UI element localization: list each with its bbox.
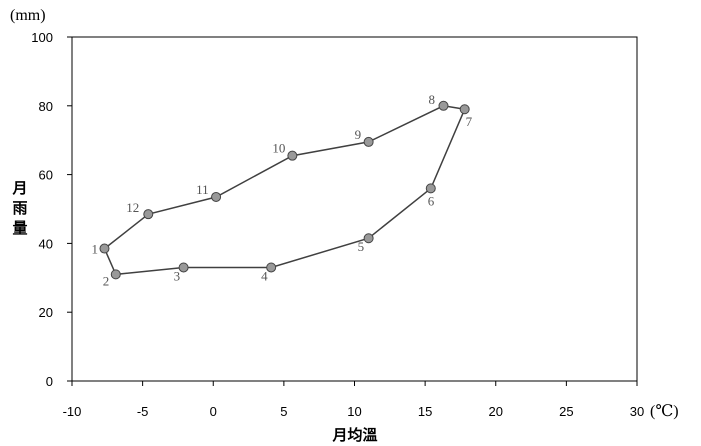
data-point — [211, 191, 222, 202]
month-label: 11 — [196, 182, 209, 197]
climate-loop-line — [103, 105, 466, 276]
y-tick-label: 0 — [46, 374, 53, 389]
x-axis-ticks: -10 -5 0 5 10 15 20 25 30 — [63, 381, 644, 419]
month-label: 7 — [466, 114, 473, 129]
data-point — [459, 104, 470, 115]
month-label: 9 — [355, 127, 362, 142]
data-point — [438, 100, 449, 111]
x-tick-label: 20 — [489, 404, 503, 419]
data-point — [99, 243, 110, 254]
y-tick-label: 60 — [39, 168, 53, 183]
data-point — [363, 136, 374, 147]
x-tick-label: 10 — [347, 404, 361, 419]
month-label: 6 — [428, 193, 435, 208]
month-label: 12 — [126, 200, 139, 215]
y-axis-title-char: 月 — [11, 180, 27, 197]
x-axis-unit: (℃) — [650, 403, 679, 420]
data-point — [287, 150, 298, 161]
month-label: 3 — [174, 268, 181, 283]
x-tick-label: 5 — [280, 404, 287, 419]
y-axis-title: 月雨量 — [11, 180, 27, 237]
x-tick-label: 0 — [210, 404, 217, 419]
y-tick-label: 40 — [39, 236, 53, 251]
x-axis-title: 月均溫 — [331, 426, 377, 444]
month-label: 1 — [91, 242, 98, 257]
data-point — [110, 269, 121, 280]
y-tick-label: 100 — [31, 30, 53, 45]
plot-area-frame — [71, 36, 638, 382]
month-label: 5 — [358, 239, 365, 254]
x-tick-label: -10 — [63, 404, 82, 419]
month-label: 2 — [103, 273, 110, 288]
data-point — [178, 262, 189, 273]
y-axis-title-char: 量 — [12, 220, 27, 237]
x-tick-label: 30 — [630, 404, 644, 419]
x-tick-label: 15 — [418, 404, 432, 419]
data-point — [363, 233, 374, 244]
y-tick-label: 20 — [39, 305, 53, 320]
data-markers — [99, 100, 470, 280]
x-tick-label: 25 — [559, 404, 573, 419]
data-point — [266, 262, 277, 273]
month-label: 10 — [272, 141, 285, 156]
data-point — [143, 209, 154, 220]
x-tick-label: -5 — [137, 404, 149, 419]
y-axis-ticks: 0 20 40 60 80 100 — [31, 30, 72, 389]
month-label: 4 — [261, 268, 268, 283]
month-label: 8 — [428, 92, 435, 107]
y-axis-title-char: 雨 — [12, 200, 27, 217]
y-tick-label: 80 — [39, 99, 53, 114]
y-axis-unit: (mm) — [10, 7, 46, 24]
data-point — [425, 183, 436, 194]
